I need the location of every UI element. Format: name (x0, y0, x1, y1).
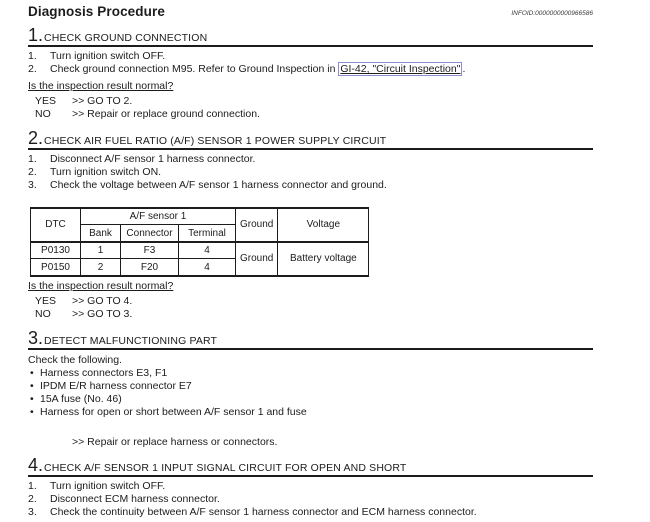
section-heading: 2. CHECK AIR FUEL RATIO (A/F) SENSOR 1 P… (28, 127, 593, 150)
cell-ground-merged: Ground (234, 241, 279, 277)
result-action: >> GO TO 3. (72, 308, 133, 321)
cell-connector: F20 (120, 258, 179, 277)
section-number: 2. (28, 127, 44, 148)
af-sensor-voltage-table: DTC A/F sensor 1 Ground Voltage Bank Con… (30, 206, 370, 277)
section-title: CHECK AIR FUEL RATIO (A/F) SENSOR 1 POWE… (44, 134, 387, 147)
step-item: Check the voltage between A/F sensor 1 h… (28, 179, 387, 193)
step-item: Check ground connection M95. Refer to Gr… (28, 62, 593, 77)
section-title: CHECK GROUND CONNECTION (44, 32, 208, 44)
section-heading: 3. DETECT MALFUNCTIONING PART (28, 327, 593, 350)
header-cell-dtc: DTC (30, 207, 81, 243)
result-label: YES (35, 94, 57, 107)
header-cell-connector: Connector (120, 224, 179, 243)
check-item: Harness connectors E3, F1 (28, 367, 593, 380)
inspection-question: Is the inspection result normal? (28, 279, 174, 292)
inspection-question: Is the inspection result normal? (28, 79, 174, 92)
result-action: >> GO TO 2. (72, 94, 133, 107)
step-text-post: . (462, 63, 466, 76)
step-item: Turn ignition switch ON. (28, 166, 162, 180)
section-number: 4. (28, 454, 44, 475)
result-list: YES >> GO TO 4. NO >> GO TO 3. (28, 295, 593, 322)
header-cell-af-sensor-1: A/F sensor 1 (80, 207, 236, 226)
cell-connector: F3 (120, 241, 179, 260)
check-item: IPDM E/R harness connector E7 (28, 380, 593, 393)
check-item-list: Harness connectors E3, F1 IPDM E/R harne… (28, 367, 593, 419)
result-row-no: NO >> GO TO 3. (28, 308, 593, 321)
section-4-check-input-signal-circuit: 4. CHECK A/F SENSOR 1 INPUT SIGNAL CIRCU… (28, 454, 593, 521)
title-row: Diagnosis Procedure INFOID:0000000000966… (28, 4, 593, 19)
step-list: Turn ignition switch OFF. Check ground c… (28, 50, 593, 77)
infoid-label: INFOID:0000000000966586 (511, 10, 593, 17)
page-title: Diagnosis Procedure (28, 4, 165, 19)
table-header-row-2: Bank Connector Terminal (31, 224, 369, 243)
cell-voltage-merged: Battery voltage (277, 241, 370, 277)
table-row: P0130 1 F3 4 Ground Battery voltage (30, 241, 370, 277)
cell-bank: 1 (80, 241, 121, 260)
result-row-yes: YES >> GO TO 2. (28, 95, 593, 108)
header-cell-ground: Ground (234, 207, 279, 243)
header-cell-terminal: Terminal (178, 224, 236, 243)
cell-terminal: 4 (178, 241, 236, 260)
section-number: 1. (28, 25, 44, 45)
check-item: Harness for open or short between A/F se… (28, 406, 593, 419)
result-list: YES >> GO TO 2. NO >> Repair or replace … (28, 95, 593, 122)
section-heading: 1. CHECK GROUND CONNECTION (28, 25, 593, 47)
cell-bank: 2 (80, 258, 121, 277)
check-item: 15A fuse (No. 46) (28, 393, 593, 406)
cell-dtc: P0130 (30, 241, 81, 260)
result-action: >> GO TO 4. (72, 294, 133, 307)
step-list: Disconnect A/F sensor 1 harness connecto… (28, 152, 593, 194)
step-text-pre: Check ground connection M95. Refer to Gr… (50, 63, 339, 76)
header-cell-bank: Bank (80, 224, 121, 243)
step-item: Disconnect A/F sensor 1 harness connecto… (28, 152, 256, 167)
result-label: NO (35, 108, 51, 121)
step-list: Turn ignition switch OFF. Disconnect ECM… (28, 479, 593, 521)
step-item: Turn ignition switch OFF. (28, 479, 166, 494)
section-number: 3. (28, 327, 44, 348)
section-title: CHECK A/F SENSOR 1 INPUT SIGNAL CIRCUIT … (44, 461, 407, 474)
result-row-yes: YES >> GO TO 4. (28, 295, 593, 308)
cell-dtc: P0150 (30, 258, 81, 277)
result-action: >> Repair or replace ground connection. (72, 108, 260, 121)
gi-42-circuit-inspection-link[interactable]: GI-42, "Circuit Inspection" (338, 62, 463, 77)
result-row-no: NO >> Repair or replace ground connectio… (28, 108, 593, 121)
table-row: P0150 2 F20 4 (30, 258, 369, 277)
section-1-check-ground-connection: 1. CHECK GROUND CONNECTION Turn ignition… (28, 25, 593, 122)
section-3-detect-malfunctioning-part: 3. DETECT MALFUNCTIONING PART Check the … (28, 327, 593, 448)
section-2-check-power-supply-circuit: 2. CHECK AIR FUEL RATIO (A/F) SENSOR 1 P… (28, 127, 593, 322)
step-item: Check the continuity between A/F sensor … (28, 506, 477, 520)
cell-terminal: 4 (178, 258, 236, 277)
repair-action: >> Repair or replace harness or connecto… (72, 435, 278, 448)
header-cell-voltage: Voltage (277, 207, 370, 243)
check-following-label: Check the following. (28, 353, 122, 366)
result-label: YES (35, 294, 57, 307)
section-title: DETECT MALFUNCTIONING PART (44, 334, 218, 347)
section-heading: 4. CHECK A/F SENSOR 1 INPUT SIGNAL CIRCU… (28, 454, 593, 477)
table-header-row-1: DTC A/F sensor 1 Ground Voltage (30, 207, 370, 243)
result-label: NO (35, 308, 51, 321)
step-item: Disconnect ECM harness connector. (28, 493, 220, 507)
step-item: Turn ignition switch OFF. (28, 50, 166, 64)
